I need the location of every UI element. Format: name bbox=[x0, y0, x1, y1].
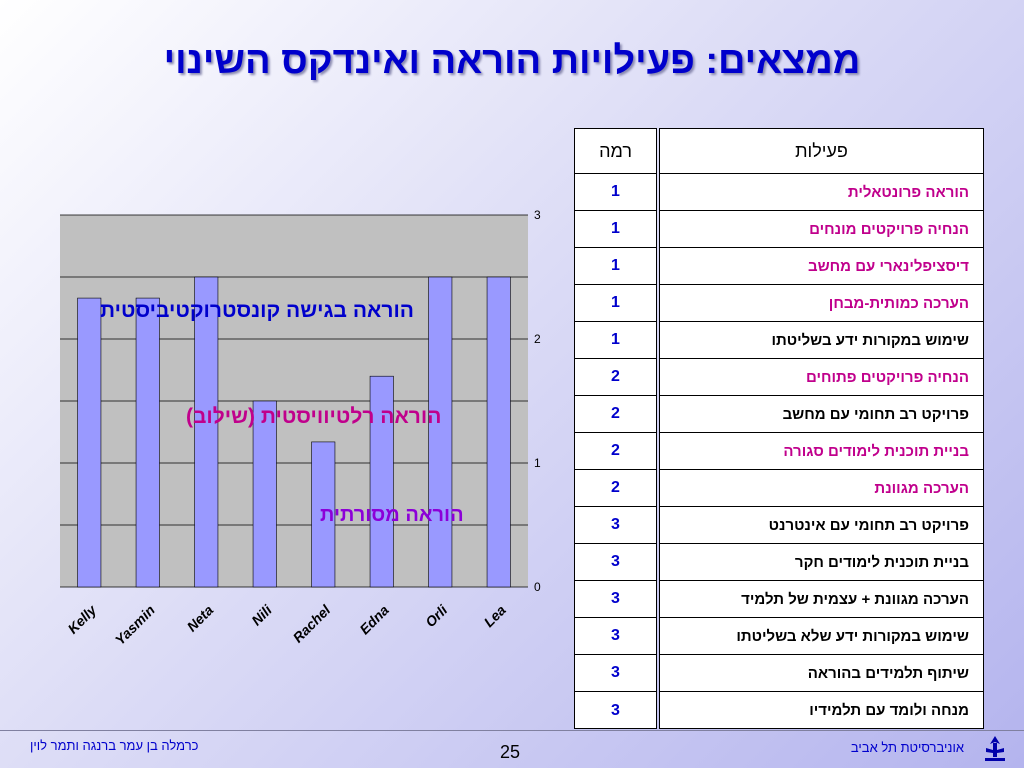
bar-kelly bbox=[77, 297, 102, 588]
bar-orli bbox=[428, 276, 453, 588]
x-tick-label: Kelly bbox=[64, 601, 100, 637]
footer-divider bbox=[0, 730, 1024, 731]
activity-cell: מנחה ולומד עם תלמידיו bbox=[809, 702, 969, 719]
annotation-traditional: הוראה מסורתית bbox=[320, 504, 464, 526]
footer-university: אוניברסיטת תל אביב bbox=[850, 740, 964, 755]
bar-lea bbox=[486, 276, 511, 588]
activity-cell: שימוש במקורות ידע בשליטתו bbox=[660, 322, 983, 359]
x-tick-label: Yasmin bbox=[112, 602, 158, 648]
y-tick-label: 1 bbox=[534, 456, 541, 470]
level-table-header: רמה bbox=[575, 129, 656, 174]
activity-cell: הערכה מגוונת + עצמית של תלמיד bbox=[660, 581, 983, 618]
bar-rachel bbox=[311, 441, 336, 588]
level-cell: 2 bbox=[575, 470, 656, 507]
tel-aviv-university-logo-icon bbox=[985, 736, 1005, 761]
activity-cell: שיתוף תלמידים בהוראה bbox=[660, 655, 983, 692]
bar-edna bbox=[369, 375, 394, 588]
activity-cell: הוראה פרונטאלית bbox=[660, 174, 983, 211]
y-tick-label: 2 bbox=[534, 332, 541, 346]
level-cell: 3 bbox=[611, 701, 620, 719]
activity-cell: פרויקט רב תחומי עם אינטרנט bbox=[660, 507, 983, 544]
bar-yasmin bbox=[135, 297, 160, 588]
x-tick-label: Edna bbox=[356, 602, 392, 638]
page-number: 25 bbox=[500, 742, 521, 762]
annotation-constructivist: הוראה בגישה קונסטרוקטיביסטית bbox=[100, 299, 414, 322]
bar-neta bbox=[194, 276, 219, 588]
activity-cell: שימוש במקורות ידע שלא בשליטתו bbox=[660, 618, 983, 655]
activity-cell: בניית תוכנית לימודים סגורה bbox=[660, 433, 983, 470]
x-tick-label: Neta bbox=[184, 602, 217, 635]
level-cell: 1 bbox=[575, 248, 656, 285]
activity-cell: פרויקט רב תחומי עם מחשב bbox=[660, 396, 983, 433]
activity-table: פעילות הוראה פרונטאלית הנחיה פרויקטים מו… bbox=[659, 128, 984, 729]
activity-cell: הערכה מגוונת bbox=[660, 470, 983, 507]
level-cell: 3 bbox=[575, 544, 656, 581]
level-cell: 1 bbox=[575, 285, 656, 322]
y-tick-label: 3 bbox=[534, 208, 541, 222]
level-cell: 1 bbox=[575, 211, 656, 248]
bar-nili bbox=[252, 400, 277, 588]
annotation-relativist: הוראה רלטיוויסטית (שילוב) bbox=[186, 405, 442, 428]
level-cell: 1 bbox=[575, 322, 656, 359]
level-cell: 3 bbox=[575, 618, 656, 655]
x-tick-label: Lea bbox=[480, 602, 509, 631]
x-tick-label: Nili bbox=[248, 601, 275, 628]
level-cell: 3 bbox=[575, 507, 656, 544]
y-tick-label: 0 bbox=[534, 580, 541, 594]
level-table: רמה 1 1 1 1 1 2 2 2 2 3 3 3 3 3 3 bbox=[574, 128, 657, 729]
slide-title: ממצאים: פעילויות הוראה ואינדקס השינוי bbox=[163, 40, 861, 82]
level-cell: 2 bbox=[575, 433, 656, 470]
footer-authors: כרמלה בן עמר ברנגה ותמר לוין bbox=[30, 738, 199, 753]
activity-cell: בניית תוכנית לימודים חקר bbox=[660, 544, 983, 581]
level-cell: 3 bbox=[575, 655, 656, 692]
activity-cell: הנחיה פרויקטים פתוחים bbox=[660, 359, 983, 396]
activity-cell: דיסציפלינארי עם מחשב bbox=[660, 248, 983, 285]
level-cell: 2 bbox=[575, 359, 656, 396]
level-cell: 2 bbox=[575, 396, 656, 433]
x-tick-label: Orli bbox=[422, 601, 451, 630]
activity-table-header: פעילות bbox=[660, 129, 983, 174]
bar-chart: 0 1 2 3 Kelly Yasmin Neta Nili Rachel Edna Orli Lea bbox=[60, 208, 541, 648]
activity-cell: הערכה כמותית-מבחן bbox=[660, 285, 983, 322]
activity-cell: הנחיה פרויקטים מונחים bbox=[660, 211, 983, 248]
level-cell: 3 bbox=[575, 581, 656, 618]
x-tick-label: Rachel bbox=[290, 601, 335, 646]
level-cell: 1 bbox=[575, 174, 656, 211]
